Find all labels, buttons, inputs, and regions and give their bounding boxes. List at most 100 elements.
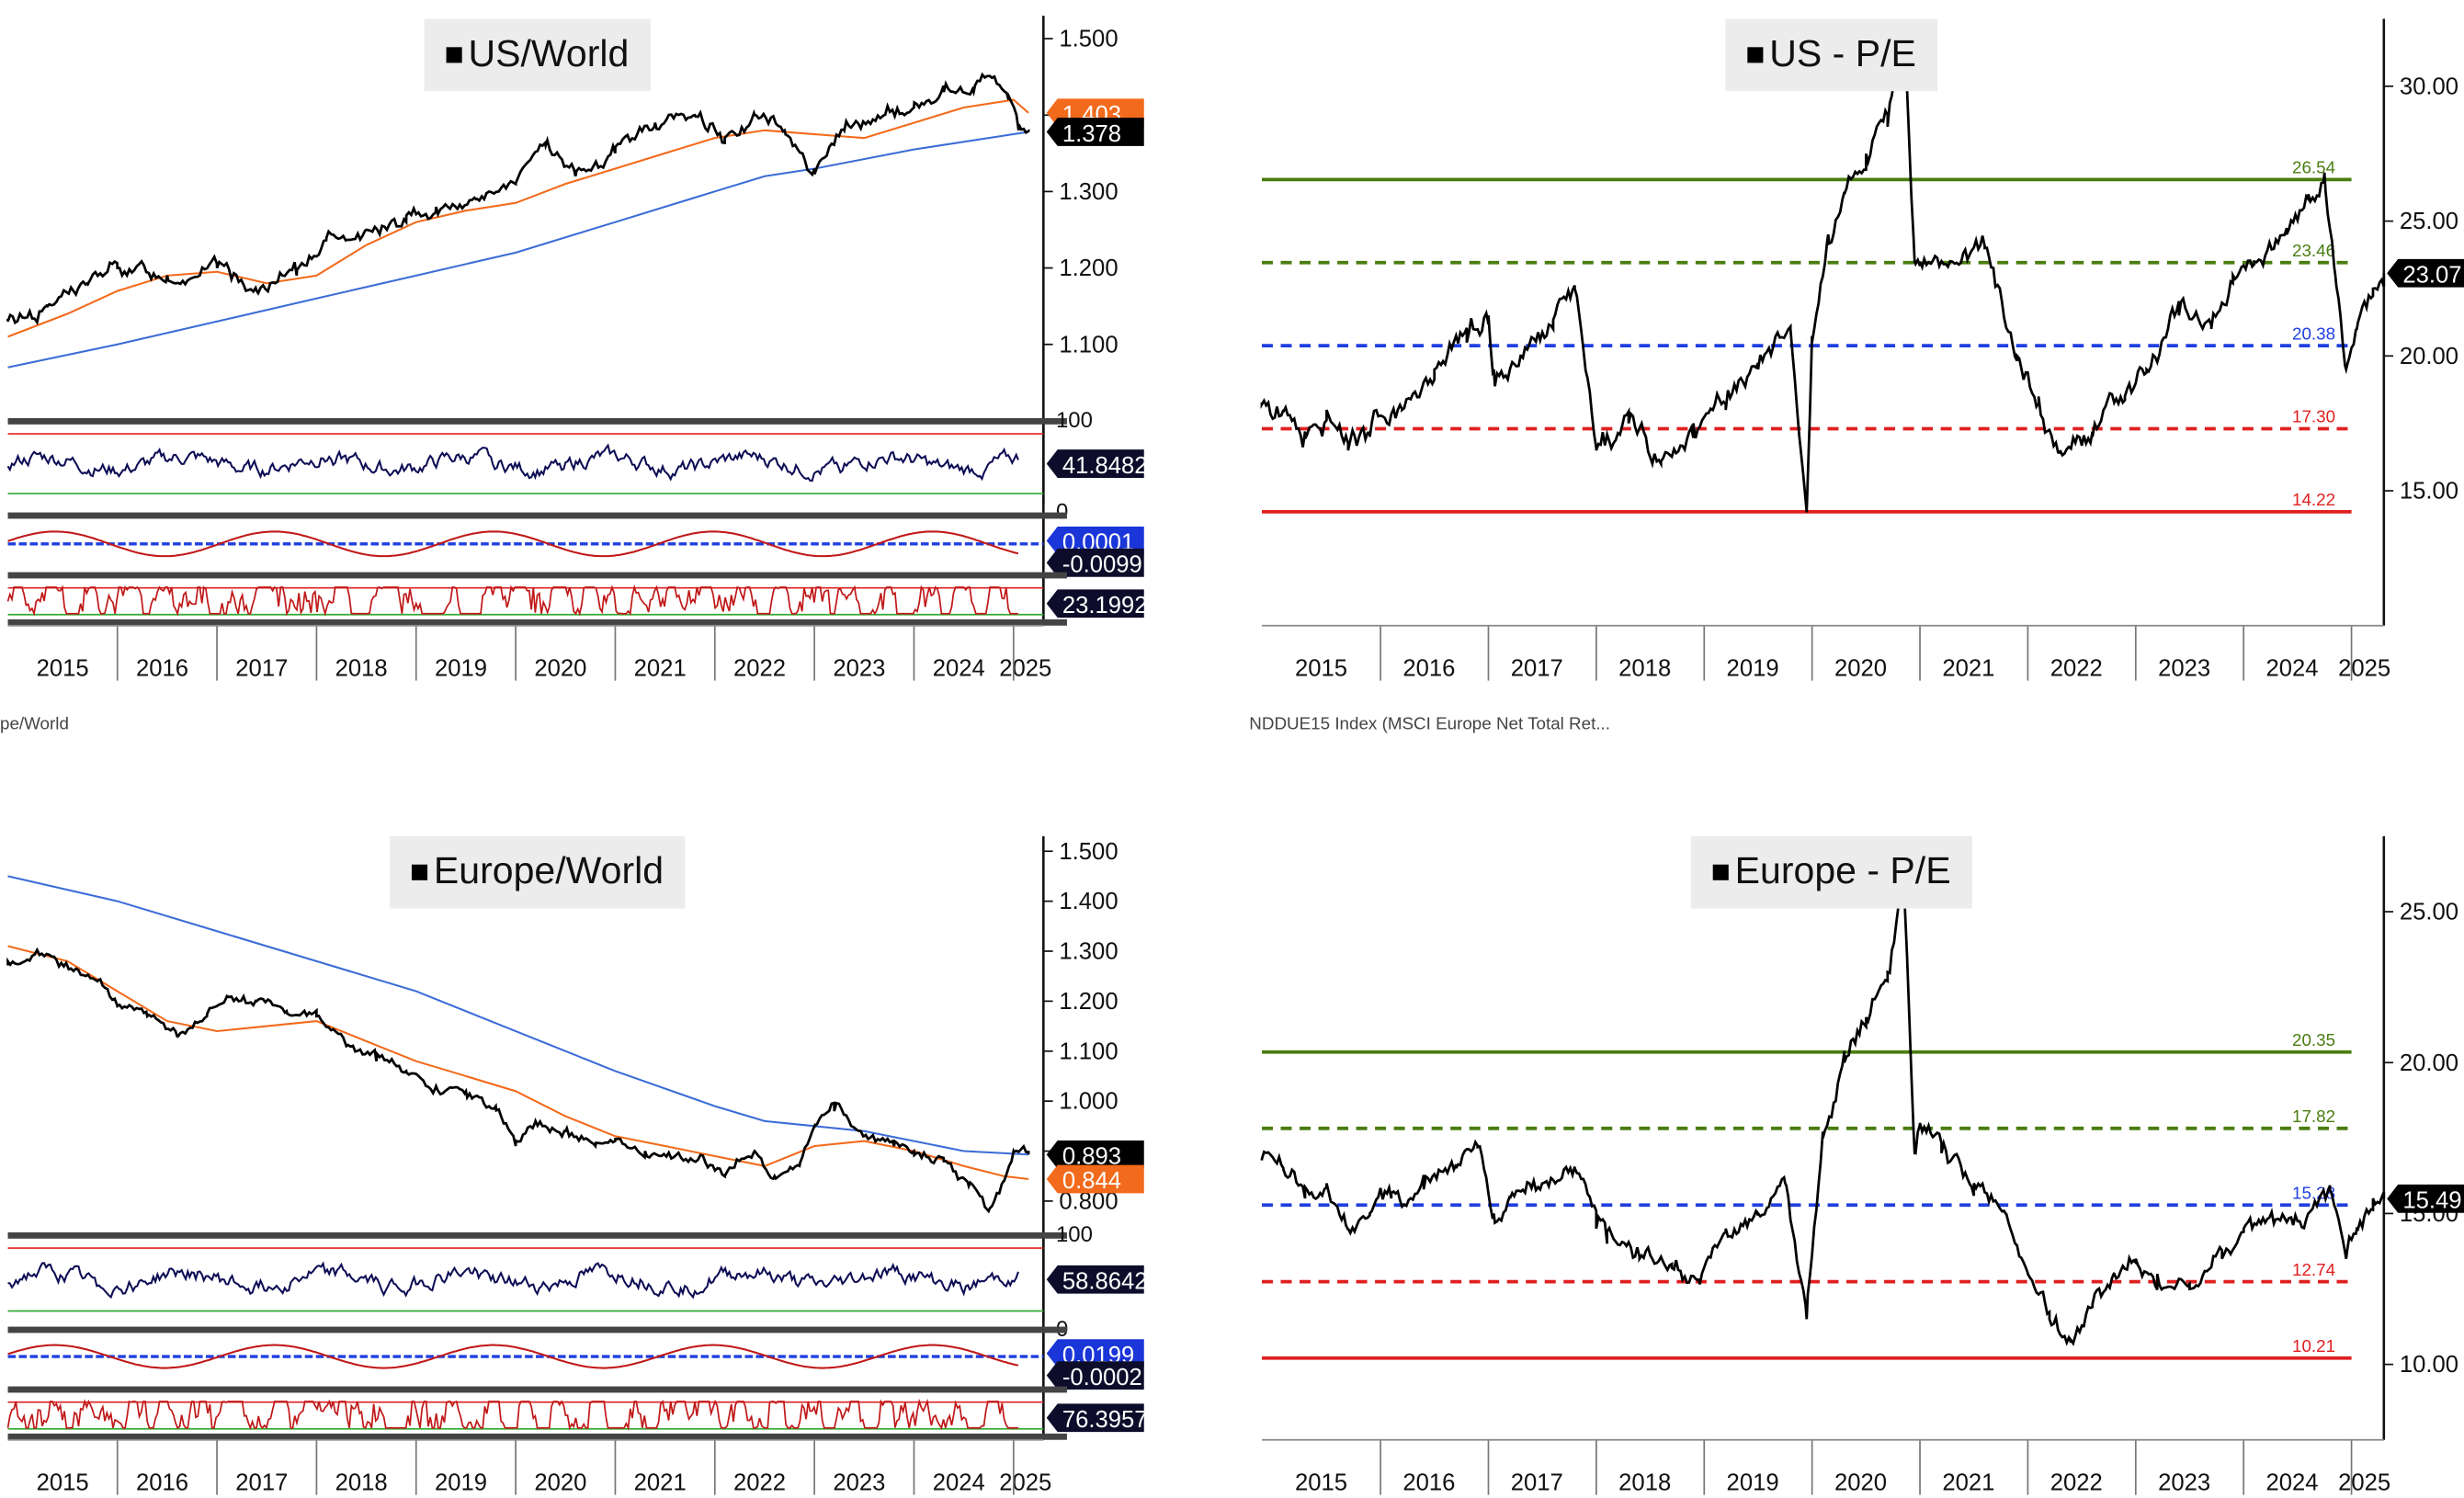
chart-title-text: US/World: [468, 32, 630, 76]
x-tick-label: 2021: [634, 1470, 687, 1495]
value-tag: 23.07: [2402, 262, 2461, 288]
value-tag: 0.844: [1062, 1168, 1121, 1194]
x-tick-label: 2023: [833, 1470, 885, 1495]
x-tick-label: 2025: [999, 655, 1051, 681]
stoch-value-tag: 76.3957: [1062, 1407, 1148, 1433]
y-tick-label: 1.200: [1059, 255, 1118, 281]
chart-title: Europe/World: [390, 835, 686, 909]
value-tag-bg: [2387, 1184, 2464, 1213]
x-tick-label: 2017: [1511, 1470, 1563, 1495]
x-tick-label: 2022: [2050, 655, 2103, 681]
series-line-pe: [1260, 30, 2386, 513]
band-label: 26.54: [2292, 158, 2335, 177]
x-tick-label: 2023: [2158, 1470, 2210, 1495]
x-tick-label: 2024: [933, 655, 985, 681]
y-tick-label: 20.00: [2400, 1050, 2458, 1076]
series-square-icon: [1712, 864, 1729, 880]
series-line-ma_fast: [7, 945, 1029, 1180]
x-tick-label: 2015: [1295, 655, 1347, 681]
chart-title-text: Europe/World: [433, 850, 664, 893]
macd-value-tag-a-bg: [1046, 526, 1144, 555]
band-label: 10.21: [2292, 1336, 2335, 1356]
x-tick-label: 2016: [1402, 1470, 1455, 1495]
series-line-ma_slow: [7, 131, 1029, 369]
x-tick-label: 2024: [933, 1470, 985, 1495]
y-tick-label: 1.500: [1059, 27, 1118, 52]
x-tick-label: 2017: [235, 655, 288, 681]
y-tick-label: 1.200: [1059, 989, 1118, 1015]
pane-separator: [7, 1386, 1067, 1393]
stoch-value-tag-bg: [1046, 1403, 1144, 1433]
x-tick-label: 2018: [1618, 1470, 1671, 1495]
rsi-line: [7, 1261, 1019, 1299]
x-tick-label: 2015: [1295, 1470, 1347, 1495]
macd-value-tag-b-bg: [1046, 548, 1144, 577]
europe-world-chart: 1.5001.4001.3001.2001.1001.0000.9000.800…: [0, 817, 1194, 1498]
y-tick-label: 25.00: [2400, 209, 2458, 234]
x-tick-label: 2015: [37, 655, 89, 681]
series-square-icon: [1747, 47, 1764, 63]
rsi-value-tag: 58.8642: [1062, 1269, 1148, 1295]
macd-line: [7, 1344, 1019, 1369]
y-tick-label: 1.300: [1059, 179, 1118, 205]
y-tick-label: 10.00: [2400, 1352, 2458, 1378]
stoch-value-tag-bg: [1046, 589, 1144, 618]
value-tag-bg: [1046, 1140, 1144, 1169]
x-tick-label: 2020: [534, 655, 586, 681]
series-line-price: [6, 72, 1030, 325]
band-label: 20.35: [2292, 1030, 2335, 1050]
pane-separator: [7, 1231, 1067, 1239]
y-tick-label: 20.00: [2400, 344, 2458, 369]
x-tick-label: 2022: [733, 1470, 786, 1495]
x-tick-label: 2018: [1618, 655, 1671, 681]
us-pe-chart: 30.00 25.00 20.00 15.00 26.54 23.46 20.38 17.30…: [1242, 0, 2464, 708]
x-tick-label: 2022: [733, 655, 786, 681]
macd-line: [7, 530, 1019, 558]
us-world-chart: 1.5001.4001.3001.2001.1001.4031.37810004…: [0, 0, 1194, 708]
band-label: 17.30: [2292, 407, 2335, 426]
x-tick-label: 2017: [1511, 655, 1563, 681]
rsi-value-tag-bg: [1046, 449, 1144, 478]
series-line-price: [6, 947, 1030, 1214]
y-tick-label: 1.400: [1059, 889, 1118, 914]
source-label-right: NDDUE15 Index (MSCI Europe Net Total Ret…: [1249, 715, 1611, 734]
band-label: 17.82: [2292, 1106, 2335, 1126]
rsi-value-tag: 41.8482: [1062, 453, 1148, 479]
x-tick-label: 2019: [435, 655, 487, 681]
y-tick-label: 15.00: [2400, 479, 2458, 505]
rsi-scale-top: 100: [1056, 408, 1093, 433]
x-tick-label: 2024: [2266, 655, 2319, 681]
x-tick-label: 2019: [435, 1470, 487, 1495]
chart-title: US/World: [424, 18, 652, 92]
stoch-line: [6, 1398, 1018, 1431]
pane-separator: [7, 572, 1067, 579]
x-tick-label: 2016: [136, 655, 188, 681]
x-tick-label: 2020: [1834, 1470, 1887, 1495]
x-tick-label: 2021: [1942, 1470, 1994, 1495]
pane-separator: [7, 618, 1067, 626]
y-tick-label: 1.100: [1059, 1038, 1118, 1064]
pane-separator: [7, 1433, 1067, 1440]
source-label-left: pe/World: [0, 715, 69, 734]
x-tick-label: 2025: [999, 1470, 1051, 1495]
europe-world-chart-svg: 1.5001.4001.3001.2001.1001.0000.9000.800…: [6, 835, 1148, 1495]
x-tick-label: 2018: [335, 1470, 388, 1495]
band-label: 12.74: [2292, 1260, 2335, 1279]
chart-title: Europe - P/E: [1690, 835, 1973, 909]
rsi-value-tag-bg: [1046, 1265, 1144, 1294]
x-tick-label: 2023: [833, 655, 885, 681]
macd-value-tag-a-bg: [1046, 1339, 1144, 1368]
y-tick-label: 1.300: [1059, 939, 1118, 965]
x-tick-label: 2020: [534, 1470, 586, 1495]
chart-title-text: US - P/E: [1769, 32, 1916, 76]
value-tag-bg: [1046, 1164, 1144, 1194]
pane-separator: [7, 417, 1067, 425]
us-world-chart-svg: 1.5001.4001.3001.2001.1001.4031.37810004…: [6, 16, 1148, 681]
pane-separator: [7, 512, 1067, 519]
x-tick-label: 2025: [2338, 655, 2390, 681]
rsi-line: [6, 443, 1019, 482]
band-label: 20.38: [2292, 323, 2335, 343]
x-tick-label: 2019: [1727, 1470, 1779, 1495]
macd-value-tag-b: -0.0099: [1062, 552, 1142, 578]
pane-separator: [7, 1326, 1067, 1333]
